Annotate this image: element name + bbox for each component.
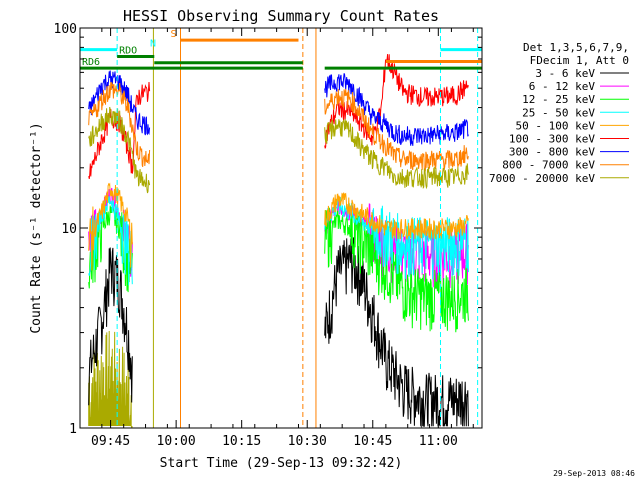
y-tick-label-0: 1 — [69, 422, 77, 437]
series-line-0-1 — [324, 237, 469, 428]
legend-header-0: Det 1,3,5,6,7,9, — [523, 41, 629, 54]
legend: Det 1,3,5,6,7,9,FDecim 1, Att 03 - 6 keV… — [489, 41, 629, 185]
legend-entry-4: 50 - 100 keV — [516, 119, 596, 132]
series-line-7-1 — [324, 88, 469, 172]
footer-timestamp: 29-Sep-2013 08:46 — [553, 469, 635, 478]
series-line-0-0 — [88, 247, 133, 406]
legend-header-1: FDecim 1, Att 0 — [530, 54, 629, 67]
x-tick-label-3: 10:30 — [288, 434, 327, 449]
legend-entry-5: 100 - 300 keV — [509, 133, 595, 146]
series-line-8-0 — [88, 106, 151, 194]
x-tick-label-2: 10:15 — [222, 434, 261, 449]
event-label-0: N — [150, 39, 156, 50]
x-tick-label-0: 09:45 — [91, 434, 130, 449]
legend-entry-6: 300 - 800 keV — [509, 146, 595, 159]
x-tick-label-1: 10:00 — [157, 434, 196, 449]
x-axis-label: Start Time (29-Sep-13 09:32:42) — [160, 456, 403, 471]
series-line-4-1 — [324, 192, 469, 241]
legend-entry-3: 25 - 50 keV — [522, 106, 595, 119]
x-tick-label-5: 11:00 — [419, 434, 458, 449]
series-band-8 — [88, 330, 133, 429]
legend-entry-2: 12 - 25 keV — [522, 93, 595, 106]
legend-entry-8: 7000 - 20000 keV — [489, 172, 595, 185]
series-line-2-1 — [324, 205, 469, 333]
series-line-6-0 — [88, 70, 151, 136]
series-line-4-0 — [88, 182, 133, 271]
series-line-6-1 — [324, 73, 469, 146]
series-lines — [88, 54, 469, 429]
series-line-5-0 — [88, 81, 151, 180]
y-tick-label-2: 100 — [54, 22, 77, 37]
legend-entry-0: 3 - 6 keV — [535, 67, 595, 80]
event-label-3: RD6 — [82, 57, 100, 68]
event-label-6: S — [171, 29, 177, 40]
legend-entry-1: 6 - 12 keV — [529, 80, 596, 93]
series-line-7-0 — [88, 82, 151, 167]
y-tick-label-1: 10 — [61, 222, 77, 237]
chart-title: HESSI Observing Summary Count Rates — [123, 7, 439, 25]
series-line-3-0 — [88, 194, 133, 286]
legend-entry-7: 800 - 7000 keV — [502, 159, 595, 172]
y-axis-label: Count Rate (s⁻¹ detector⁻¹) — [29, 122, 44, 333]
axes: 09:45 10:00 10:15 10:30 10:45 11:00 1 10 100 — [54, 22, 482, 449]
series-line-8-1 — [324, 118, 469, 190]
x-tick-label-4: 10:45 — [353, 434, 392, 449]
series-line-3-1 — [324, 195, 469, 280]
annotations: N RDO RD6 S — [80, 28, 482, 428]
event-label-2: RDO — [119, 46, 137, 57]
